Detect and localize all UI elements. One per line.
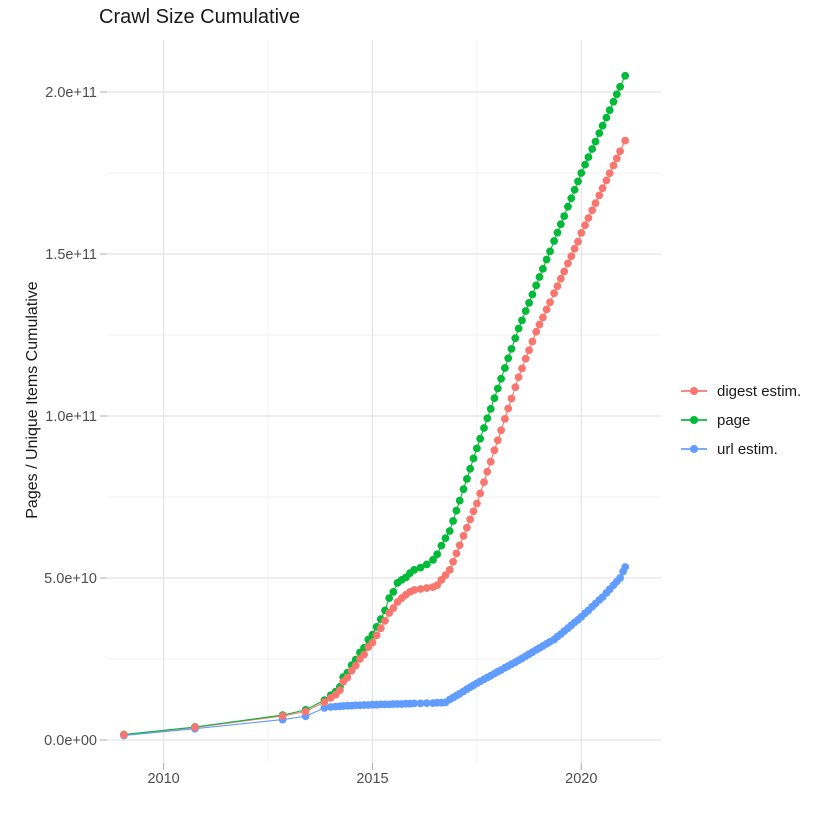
legend-label: page (717, 411, 751, 429)
svg-text:2015: 2015 (356, 771, 388, 787)
svg-text:2.0e+11: 2.0e+11 (45, 85, 97, 101)
svg-text:1.0e+11: 1.0e+11 (45, 409, 97, 425)
digest-series-marker-icon (681, 383, 707, 399)
page-series-marker-icon (681, 412, 707, 428)
legend-item-digest: digest estim. (681, 382, 801, 400)
url-series-marker-icon (681, 441, 707, 457)
legend-label: url estim. (717, 440, 778, 458)
svg-text:1.5e+11: 1.5e+11 (45, 247, 97, 263)
legend-item-url: url estim. (681, 440, 801, 458)
legend-label: digest estim. (717, 382, 802, 400)
svg-text:5.0e+10: 5.0e+10 (44, 571, 97, 587)
legend: digest estim. page url estim. (681, 382, 801, 469)
legend-item-page: page (681, 411, 801, 429)
svg-text:2020: 2020 (565, 771, 597, 787)
svg-text:2010: 2010 (147, 771, 179, 787)
svg-text:0.0e+00: 0.0e+00 (44, 733, 97, 749)
chart-title: Crawl Size Cumulative (99, 6, 301, 28)
